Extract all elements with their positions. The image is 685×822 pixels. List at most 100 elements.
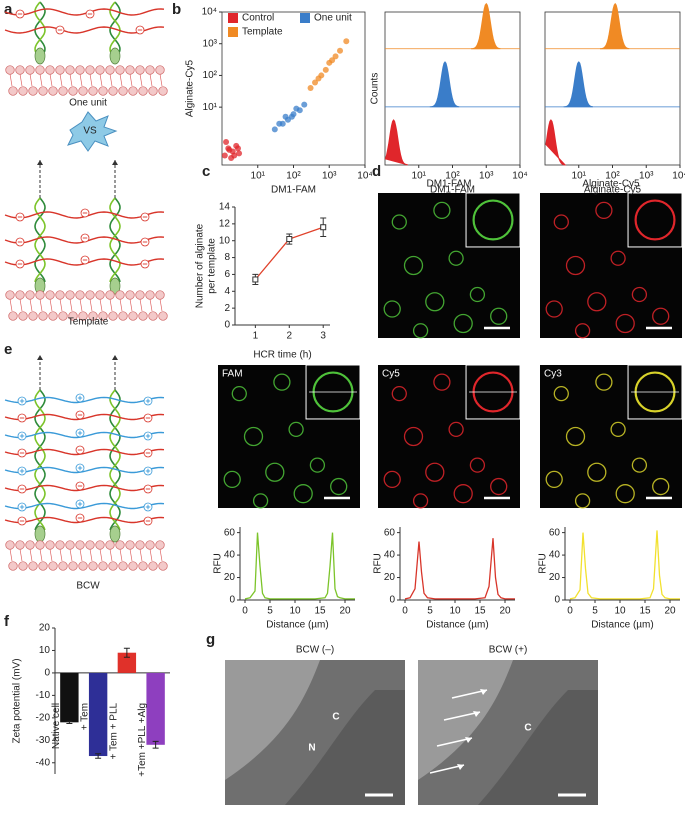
cell (587, 292, 607, 312)
tem-label: BCW (–) (296, 645, 334, 656)
diagram-label: BCW (76, 581, 100, 592)
polymer-chain (4, 396, 165, 404)
cell (403, 255, 424, 276)
cell (273, 373, 291, 391)
scatter-point (231, 152, 238, 159)
y-tick-label: 40 (384, 550, 396, 561)
arrow-head (480, 689, 487, 695)
legend-swatch (228, 13, 238, 23)
lipid-head (35, 65, 45, 75)
x-tick-label: 20 (664, 606, 676, 617)
lipid-head (25, 540, 35, 550)
lipid-tail (109, 298, 113, 312)
cell (293, 484, 313, 504)
y-tick-label: 12 (219, 218, 231, 229)
lipid-head (45, 290, 55, 300)
lipid-head (95, 290, 105, 300)
x-axis-label: Distance (µm) (266, 620, 328, 631)
lipid-head (28, 86, 38, 96)
y-tick-label: 40 (224, 550, 236, 561)
lipid-head (65, 540, 75, 550)
cell (490, 477, 508, 496)
legend-label: Template (242, 27, 283, 38)
x-tick-label: 10 (614, 606, 626, 617)
y-tick-label: -30 (36, 735, 51, 746)
histogram (599, 2, 630, 50)
anchor (109, 277, 121, 295)
panel-label: a (4, 1, 13, 18)
cell (448, 250, 464, 266)
lipid-head (75, 540, 85, 550)
cell (615, 313, 635, 334)
lipid-head (18, 86, 28, 96)
cell (610, 421, 626, 438)
inset-cell (634, 199, 676, 241)
lipid-head (108, 561, 118, 571)
y-tick-label: 60 (384, 527, 396, 538)
cell (595, 373, 613, 391)
lipid-head (15, 540, 25, 550)
tem-label: BCW (+) (489, 645, 528, 656)
cell (595, 201, 613, 220)
x-tick-label: 10³ (479, 171, 494, 182)
lipid-head (15, 290, 25, 300)
legend-label: One unit (314, 13, 352, 24)
lipid-head (5, 65, 15, 75)
x-tick-label: + Tem + PLL (108, 702, 119, 759)
lipid-head (95, 65, 105, 75)
legend-label: Control (242, 13, 274, 24)
x-tick-label: 20 (339, 606, 351, 617)
y-tick-label: 20 (384, 572, 396, 583)
y-tick-label: -40 (36, 757, 51, 768)
lipid-tail (79, 73, 83, 87)
lipid-tail (129, 73, 133, 87)
lipid-head (8, 561, 18, 571)
anchor (34, 47, 46, 65)
y-tick-label: 8 (224, 252, 230, 263)
lipid-head (98, 86, 108, 96)
y-tick-label: 0 (554, 595, 560, 606)
x-tick-label: 15 (474, 606, 486, 617)
lipid-head (25, 290, 35, 300)
cell (391, 214, 407, 230)
lipid-tail (119, 73, 123, 87)
dna-strand (109, 1, 121, 53)
x-tick-label: 10¹ (412, 171, 427, 182)
anchor (109, 47, 121, 65)
lipid-head (158, 86, 168, 96)
legend-swatch (300, 13, 310, 23)
lipid-tail (79, 548, 83, 562)
micrograph-label: DM1-FAM (427, 179, 472, 190)
lipid-head (98, 561, 108, 571)
cell (610, 250, 626, 266)
point (252, 276, 259, 283)
panel-label: e (4, 341, 12, 358)
lipid-tail (39, 548, 43, 562)
lipid-head (128, 86, 138, 96)
cell (631, 457, 648, 473)
lipid-head (48, 311, 58, 321)
lipid-head (58, 561, 68, 571)
bar (60, 672, 79, 723)
lipid-tail (49, 548, 53, 562)
y-tick-label: 6 (224, 269, 230, 280)
arrow-head (37, 355, 43, 360)
lipid-tail (19, 73, 23, 87)
lipid-tail (159, 548, 163, 562)
cell (469, 286, 486, 303)
line (569, 530, 680, 600)
error-bar (95, 753, 102, 759)
lipid-tail (59, 548, 63, 562)
micrograph-label: Cy3 (544, 369, 562, 380)
line (404, 538, 515, 600)
dna-strand (34, 389, 46, 531)
lipid-tail (139, 298, 143, 312)
lipid-head (115, 65, 125, 75)
lipid-tail (9, 298, 13, 312)
lipid-tail (89, 548, 93, 562)
lipid-head (135, 540, 145, 550)
scatter-point (332, 53, 339, 60)
cell (252, 493, 269, 509)
polymer-chain (4, 516, 165, 524)
